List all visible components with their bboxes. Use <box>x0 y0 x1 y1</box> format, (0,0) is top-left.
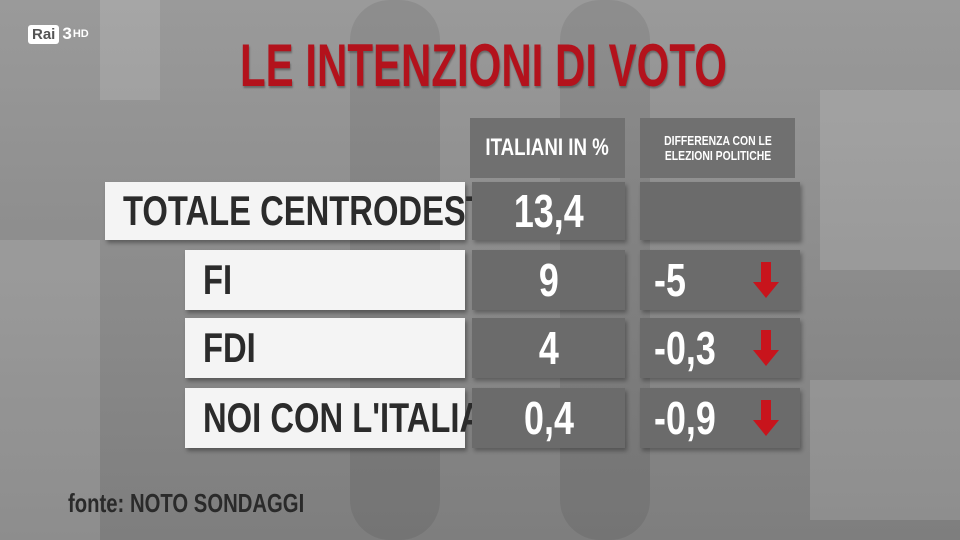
value-cell: 0,4 <box>472 388 625 448</box>
row-label-cell: FDI <box>185 318 465 378</box>
row-label-cell: TOTALE CENTRODESTRA <box>105 182 533 240</box>
value-cell: 13,4 <box>472 182 625 240</box>
value-cell: 9 <box>472 250 625 310</box>
row-label-cell: FI <box>185 250 465 310</box>
logo-brand: Rai <box>28 24 60 44</box>
value-cell: 4 <box>472 318 625 378</box>
row-label: TOTALE CENTRODESTRA <box>123 187 534 234</box>
header-cell: ITALIANI IN % <box>470 118 625 178</box>
down-arrow <box>753 330 779 366</box>
decor <box>0 240 100 540</box>
channel-logo: Rai 3 HD <box>28 24 89 44</box>
decor <box>100 0 160 100</box>
row-diff: -0,9 <box>654 392 716 444</box>
row-value: 0,4 <box>523 392 574 444</box>
row-label: FI <box>203 256 233 303</box>
arrow-shape <box>753 262 779 298</box>
arrow-shape <box>753 400 779 436</box>
title: LE INTENZIONI DI VOTO <box>240 31 727 99</box>
header-cell: DIFFERENZA CON LE ELEZIONI POLITICHE <box>640 118 795 178</box>
source: fonte: NOTO SONDAGGI <box>68 488 305 518</box>
diff-cell: -0,3 <box>640 318 800 378</box>
diff-cell: -0,9 <box>640 388 800 448</box>
row-label-cell: NOI CON L'ITALIA <box>185 388 483 448</box>
diff-cell: -5 <box>640 250 800 310</box>
decor <box>820 90 960 270</box>
decor <box>810 380 960 520</box>
down-arrow <box>753 400 779 436</box>
row-label: FDI <box>203 324 256 371</box>
row-value: 9 <box>538 254 559 306</box>
arrow-shape <box>753 330 779 366</box>
title-box: LE INTENZIONI DI VOTO <box>240 30 727 100</box>
header-value: ITALIANI IN % <box>485 134 610 161</box>
logo-quality: HD <box>72 28 89 40</box>
row-value: 4 <box>538 322 559 374</box>
row-value: 13,4 <box>513 185 584 237</box>
row-diff: -0,3 <box>654 322 716 374</box>
down-arrow <box>753 262 779 298</box>
row-diff: -5 <box>654 254 686 306</box>
row-label: NOI CON L'ITALIA <box>203 394 484 441</box>
diff-cell <box>640 182 800 240</box>
logo-channel: 3 <box>62 24 72 43</box>
header-diff: DIFFERENZA CON LE ELEZIONI POLITICHE <box>663 133 772 163</box>
